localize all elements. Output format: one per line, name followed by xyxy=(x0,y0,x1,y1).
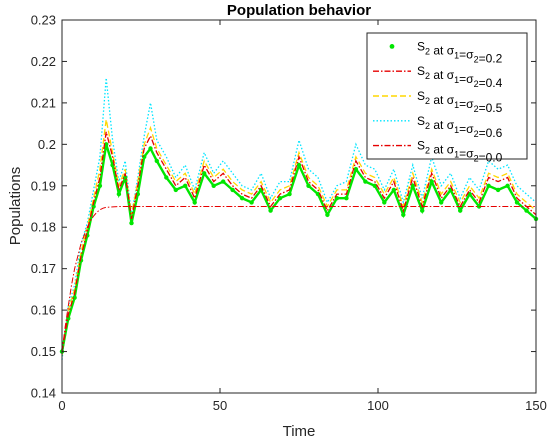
series-4-line xyxy=(61,206,536,352)
legend-text-part: S xyxy=(417,39,425,53)
legend-text-part: S xyxy=(417,139,425,153)
legend-subscript: 2 xyxy=(425,46,430,56)
legend-swatch xyxy=(389,44,395,49)
legend-subscript: 2 xyxy=(474,54,479,64)
legend-text-part: =σ xyxy=(459,122,474,136)
y-tick-label: 0.17 xyxy=(31,261,56,276)
chart-title: Population behavior xyxy=(227,2,371,19)
y-tick-label: 0.15 xyxy=(31,344,56,359)
axes-layer: 0 50 100 150 0.14 0.15 0.16 0.17 0.18 0.19 0.2 0.21… xyxy=(31,13,547,414)
legend-subscript: 2 xyxy=(425,146,430,156)
x-tick-label: 50 xyxy=(213,398,227,413)
series-1-line xyxy=(61,131,537,352)
legend-text-part: at σ xyxy=(430,68,455,82)
legend-subscript: 2 xyxy=(474,79,479,89)
legend-text-part: S xyxy=(417,89,425,103)
x-tick-label: 100 xyxy=(367,398,389,413)
y-tick-label: 0.23 xyxy=(31,13,56,28)
plot-frame xyxy=(61,19,537,394)
series-2-line xyxy=(61,119,537,356)
legend-entry-label: S2 at σ1=σ2=0.4 xyxy=(417,64,503,90)
legend-text-part: S xyxy=(417,114,425,128)
legend-text-part: =0.6 xyxy=(479,126,503,140)
legend-text-part: at σ xyxy=(430,118,455,132)
legend-text-part: =0.5 xyxy=(479,101,503,115)
legend-subscript: 1 xyxy=(454,100,459,110)
legend-entry-label: S2 at σ1=σ2=0.5 xyxy=(417,89,503,115)
legend-subscript: 1 xyxy=(454,150,459,160)
y-tick-label: 0.18 xyxy=(31,220,56,235)
legend-entry-label: S2 at σ1=σ2=0.6 xyxy=(417,114,503,140)
y-tick-label: 0.16 xyxy=(31,303,56,318)
y-tick-label: 0.14 xyxy=(31,386,56,401)
legend-text-part: =σ xyxy=(459,97,474,111)
x-axis-label: Time xyxy=(283,423,316,440)
legend: S2 at σ1=σ2=0.2S2 at σ1=σ2=0.4S2 at σ1=σ… xyxy=(366,32,528,165)
legend-text-part: at σ xyxy=(430,93,455,107)
legend-subscript: 2 xyxy=(425,96,430,106)
series-0-line xyxy=(60,143,537,352)
legend-text-part: =0.2 xyxy=(479,51,503,65)
legend-text-part: at σ xyxy=(430,43,455,57)
legend-subscript: 2 xyxy=(474,129,479,139)
y-tick-label: 0.22 xyxy=(31,54,56,69)
series-layer xyxy=(59,77,539,360)
legend-entry-label: S2 at σ1=σ2=0.2 xyxy=(417,39,503,65)
y-tick-label: 0.19 xyxy=(31,178,56,193)
legend-text-part: =σ xyxy=(459,47,474,61)
legend-entry-label: S2 at σ1=σ2=0.0 xyxy=(417,139,503,165)
y-axis-label: Populations xyxy=(7,167,24,245)
legend-text-part: =0.0 xyxy=(479,151,503,165)
y-tick-label: 0.2 xyxy=(38,137,56,152)
legend-subscript: 1 xyxy=(454,125,459,135)
series-3-line xyxy=(61,77,537,360)
legend-subscript: 2 xyxy=(474,104,479,114)
x-tick-label: 0 xyxy=(58,398,65,413)
y-tick-label: 0.21 xyxy=(31,95,56,110)
legend-text-part: =σ xyxy=(459,72,474,86)
legend-subscript: 2 xyxy=(474,154,479,164)
legend-subscript: 2 xyxy=(425,121,430,131)
legend-text-part: =0.4 xyxy=(479,76,503,90)
legend-text-part: at σ xyxy=(430,143,455,157)
legend-subscript: 1 xyxy=(454,75,459,85)
legend-subscript: 1 xyxy=(454,50,459,60)
legend-text-part: =σ xyxy=(459,147,474,161)
legend-text-part: S xyxy=(417,64,425,78)
legend-subscript: 2 xyxy=(425,71,430,81)
x-tick-label: 150 xyxy=(525,398,547,413)
